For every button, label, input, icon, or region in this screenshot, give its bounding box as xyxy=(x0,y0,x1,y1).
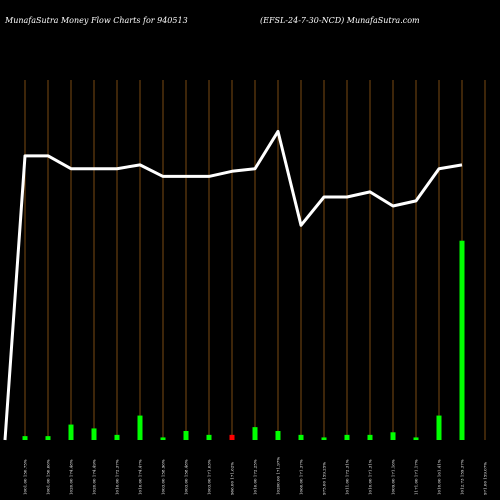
volume-bars xyxy=(22,240,465,440)
volume-bar xyxy=(413,437,419,440)
x-tick-label: 966.00 171.62% xyxy=(230,462,235,495)
vertical-gridlines xyxy=(24,80,486,440)
volume-bar xyxy=(45,436,51,440)
volume-bar xyxy=(367,434,373,440)
chart-title-left: MunafaSutra Money Flow Charts for 940513 xyxy=(4,16,188,25)
volume-bar xyxy=(459,240,465,440)
x-tick-label: 1001.00 150.75% xyxy=(23,459,28,495)
x-tick-label: 975.00 159.25% xyxy=(322,462,327,495)
volume-bar xyxy=(275,431,281,440)
x-tick-label: 1066.00 171.37% xyxy=(299,459,304,495)
x-tick-label: 1020.00 174.48% xyxy=(69,459,74,495)
x-tick-label: 1012.73 159.37% xyxy=(460,459,465,495)
volume-bar xyxy=(91,428,97,440)
x-tick-label: 1016.00 174.47% xyxy=(138,459,143,495)
volume-bar xyxy=(114,434,120,440)
x-tick-label: 10200.00 171.97% xyxy=(276,457,281,495)
chart-title-right: (EFSL-24-7-30-NCD) MunafaSutra.com xyxy=(260,16,420,25)
x-tick-label: 1001.00 150.66% xyxy=(46,459,51,495)
x-tick-label: 1009.00 171.16% xyxy=(391,459,396,495)
volume-bar xyxy=(436,415,442,440)
x-tick-label: 971.00 159.07% xyxy=(483,462,488,495)
x-tick-label: 1016.00 172.25% xyxy=(253,459,258,495)
x-tick-label: 1003.00 171.63% xyxy=(207,459,212,495)
money-flow-line xyxy=(3,129,463,441)
volume-bar xyxy=(390,432,396,440)
x-tick-label: 1003.00 158.48% xyxy=(184,459,189,495)
x-tick-label: 1020.00 174.49% xyxy=(92,459,97,495)
x-tick-labels: 1001.00 150.75% 1001.00 150.66% 1020.00 17… xyxy=(23,457,488,495)
x-tick-label: 1003.00 158.96% xyxy=(161,459,166,495)
volume-bar xyxy=(229,434,235,440)
volume-bar xyxy=(206,434,212,440)
x-tick-label: 1010.00 171.31% xyxy=(368,459,373,495)
volume-bar xyxy=(298,434,304,440)
x-tick-label: 1016.00 172.37% xyxy=(115,459,120,495)
x-tick-label: 1010.00 161.41% xyxy=(437,459,442,495)
volume-bar xyxy=(321,437,327,440)
volume-bar xyxy=(252,427,258,440)
volume-bar xyxy=(160,437,166,440)
volume-bar xyxy=(344,434,350,440)
volume-bar xyxy=(22,436,28,440)
volume-bar xyxy=(137,415,143,440)
x-tick-label: 1171.00 171.17% xyxy=(414,459,419,495)
volume-bar xyxy=(68,424,74,440)
x-tick-label: 1011.00 172.31% xyxy=(345,459,350,495)
volume-bar xyxy=(183,431,189,440)
